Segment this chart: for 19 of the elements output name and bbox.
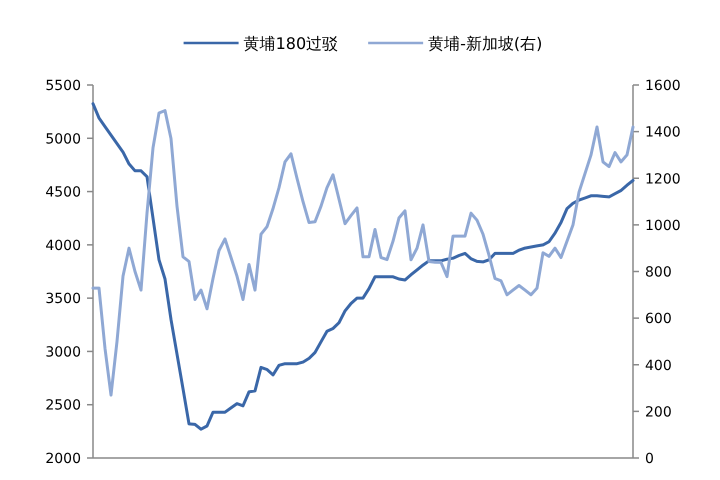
y2-tick-label: 1000: [645, 218, 681, 234]
y-tick-label: 2500: [45, 398, 81, 414]
y2-tick-label: 600: [645, 311, 672, 328]
y2-tick-label: 0: [645, 451, 654, 467]
y-tick-label: 2000: [45, 451, 81, 467]
legend-label: 黄埔180过驳: [244, 34, 338, 53]
y-tick-label: 3000: [45, 344, 81, 360]
y-tick-label: 5000: [45, 131, 81, 148]
y-tick-label: 3500: [45, 291, 81, 308]
y2-tick-label: 400: [645, 358, 672, 374]
y2-tick-label: 1400: [645, 124, 681, 141]
y2-tick-label: 200: [645, 404, 672, 420]
y-tick-label: 5500: [45, 78, 81, 94]
y-tick-label: 4500: [45, 184, 81, 201]
y2-tick-label: 1200: [645, 171, 681, 188]
y2-tick-label: 800: [645, 264, 672, 280]
y-tick-label: 4000: [45, 238, 81, 254]
y2-tick-label: 1600: [645, 78, 681, 94]
legend-label: 黄埔-新加坡(右): [428, 34, 542, 53]
